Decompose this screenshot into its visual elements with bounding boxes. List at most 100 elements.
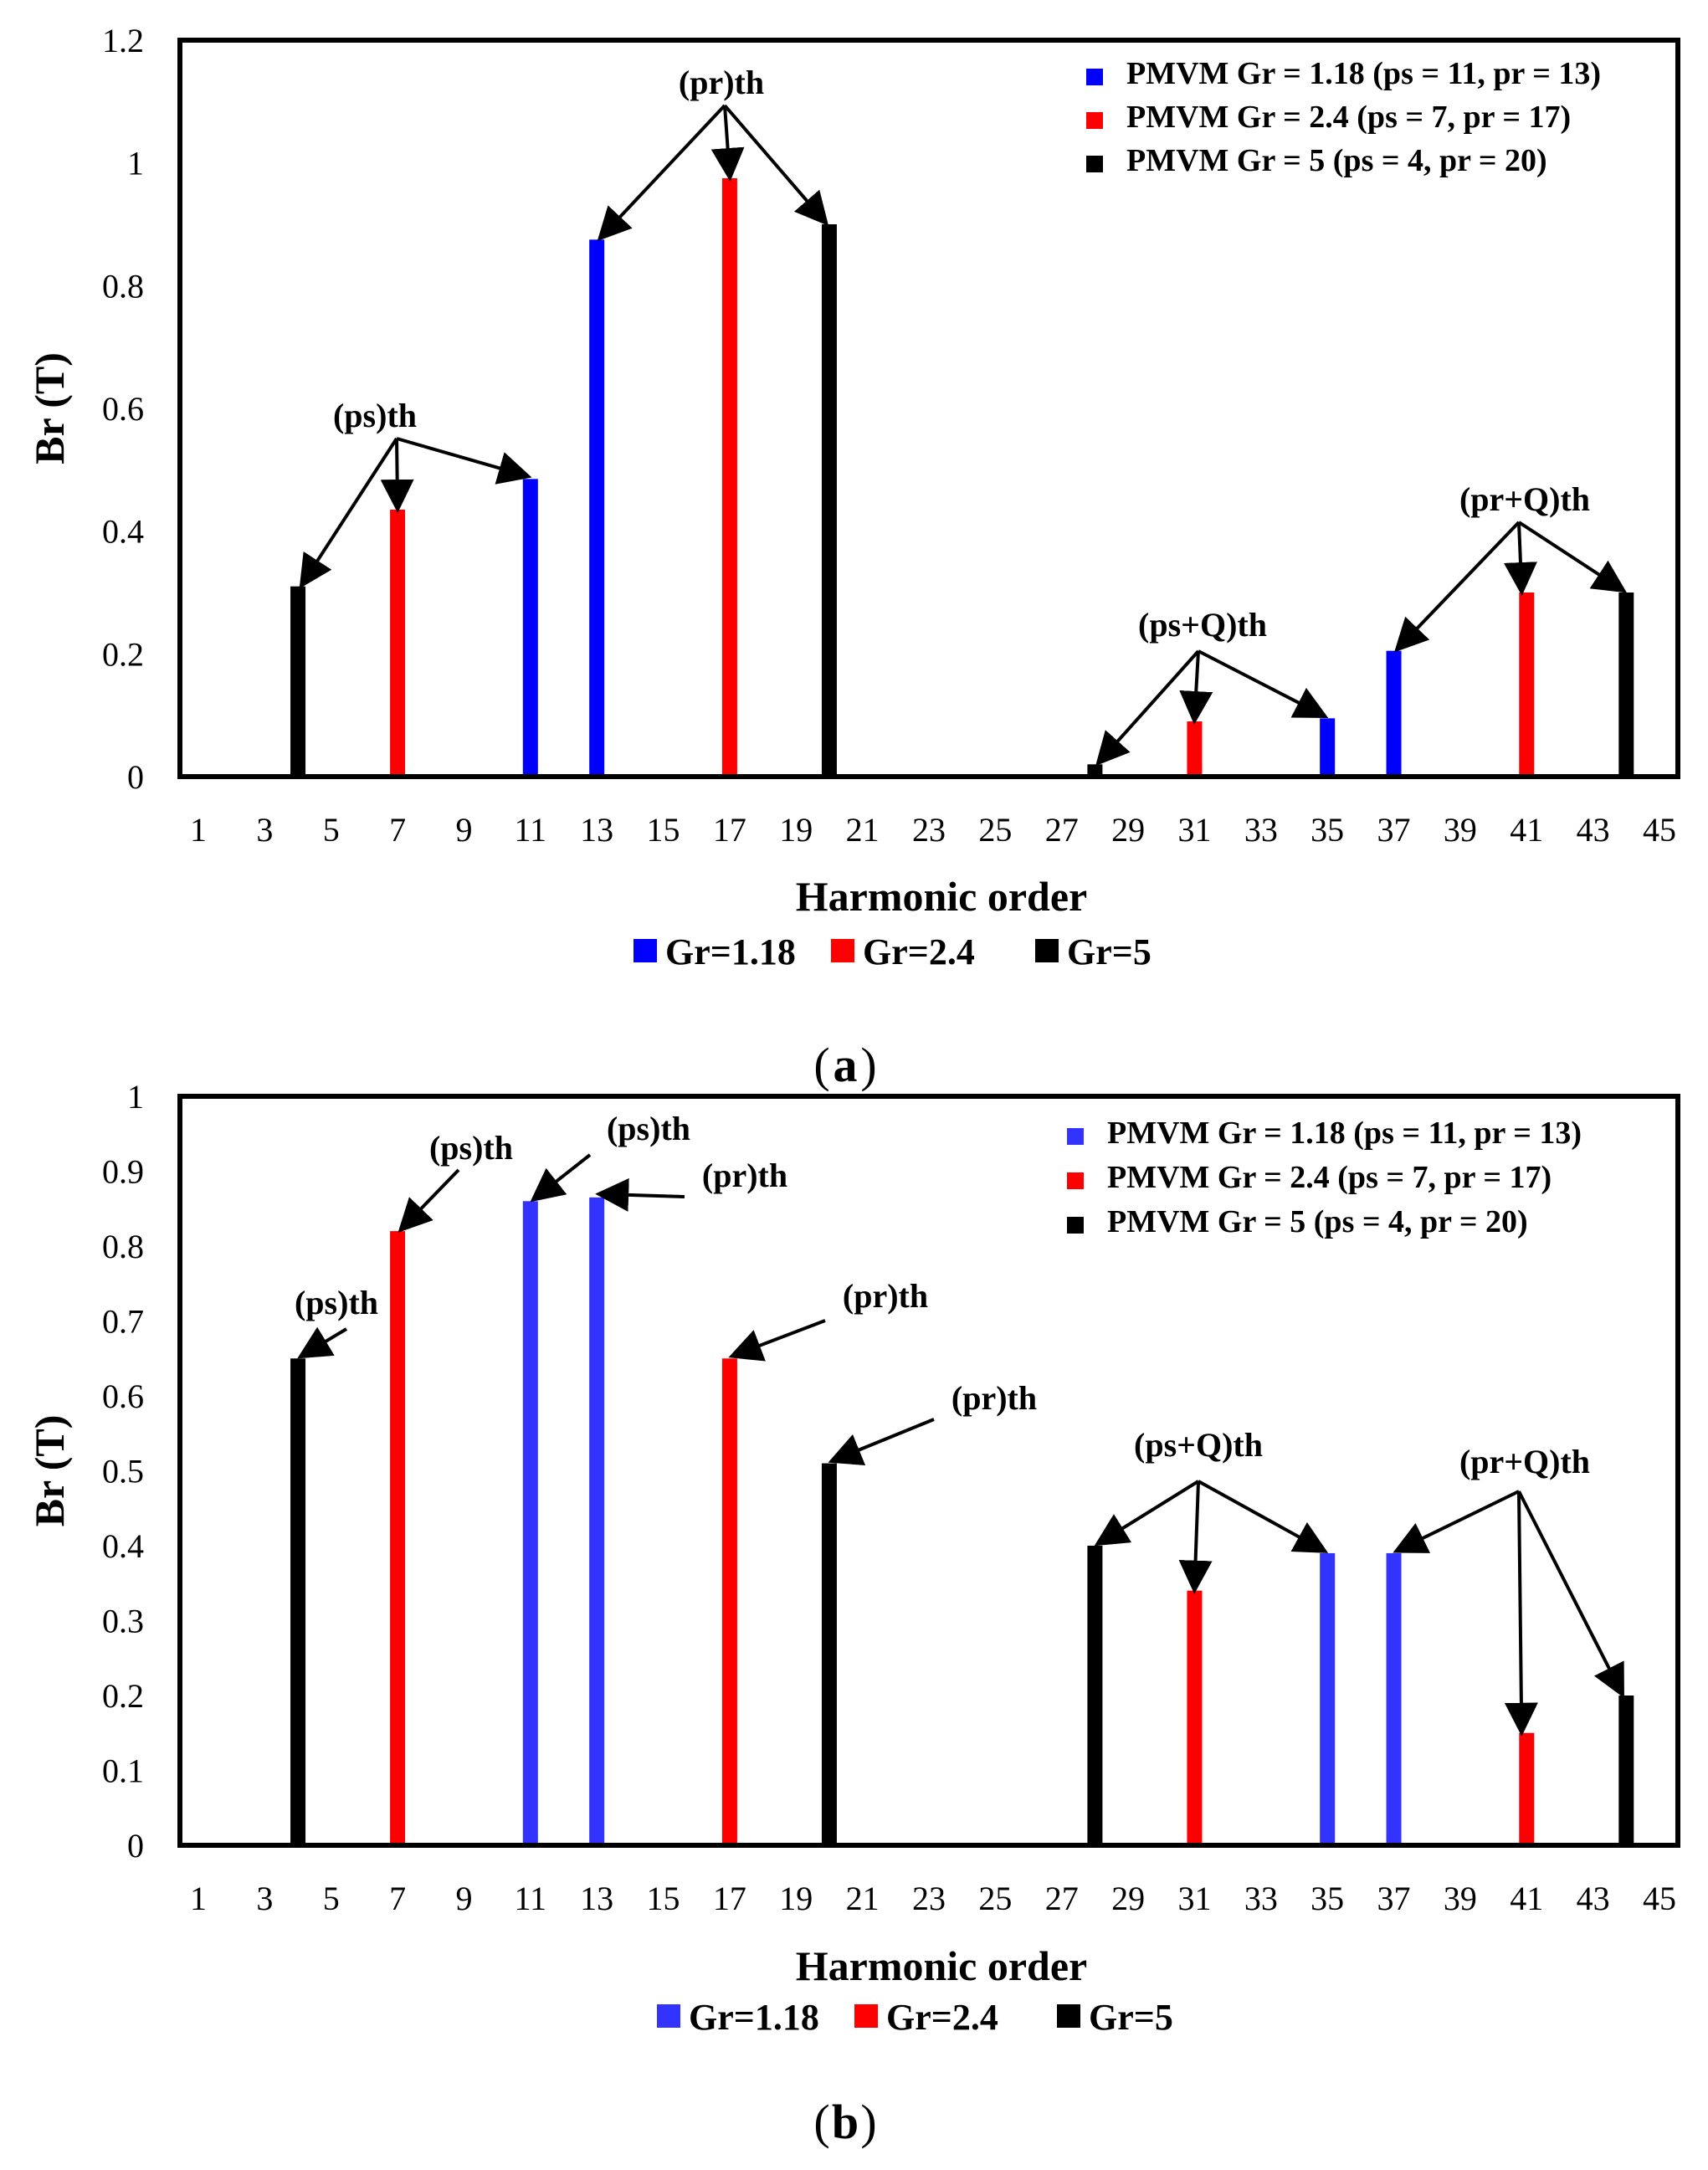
y-axis-label: Br (T) [26, 352, 73, 464]
legend-label: PMVM Gr = 2.4 (ps = 7, pr = 17) [1107, 1160, 1552, 1195]
legend-label: PMVM Gr = 1.18 (ps = 11, pr = 13) [1126, 56, 1601, 91]
x-tick-label: 43 [1577, 811, 1610, 849]
bar [290, 586, 306, 774]
caption-close-paren: ) [860, 2095, 876, 2149]
y-tick-label: 1 [127, 1078, 144, 1116]
annotation-arrow [597, 104, 726, 242]
y-tick-label: 0.4 [102, 513, 144, 551]
annotation-arrow [1517, 1490, 1624, 1699]
annotation-label: (ps)th [607, 1110, 690, 1147]
x-tick-label: 1 [190, 811, 207, 849]
bar [522, 1201, 538, 1843]
plot-frame [177, 1094, 1680, 1848]
legend-label: PMVM Gr = 5 (ps = 4, pr = 20) [1107, 1204, 1528, 1239]
legend-label: PMVM Gr = 5 (ps = 4, pr = 20) [1126, 143, 1547, 178]
legend-label: Gr=5 [1089, 1997, 1173, 2038]
x-tick-label: 19 [779, 1880, 813, 1917]
y-tick-label: 0.2 [102, 635, 144, 673]
annotation-label: (pr)th [679, 64, 764, 101]
bar [721, 178, 737, 774]
y-tick-label: 0.7 [102, 1303, 144, 1341]
legend-swatch [1057, 2004, 1080, 2028]
legend-label: Gr=2.4 [886, 1997, 998, 2038]
annotation-arrow [398, 1168, 460, 1233]
annotation-arrow [380, 438, 414, 513]
x-tick-label: 23 [912, 1880, 946, 1917]
bar [390, 510, 406, 774]
x-tick-label: 23 [912, 811, 946, 849]
y-tick-label: 0.6 [102, 390, 144, 428]
annotation-label: (pr)th [951, 1379, 1037, 1417]
bar [390, 1231, 406, 1843]
x-tick-label: 9 [455, 811, 472, 849]
annotation-arrow [1179, 650, 1213, 725]
legend-swatch [1067, 1128, 1084, 1145]
bar [821, 224, 837, 774]
x-tick-label: 5 [323, 1880, 340, 1917]
annotation-arrow [1198, 649, 1329, 718]
y-tick-label: 0.6 [102, 1377, 144, 1415]
bar [1187, 1590, 1203, 1843]
bar [1618, 1695, 1634, 1843]
bar [1519, 1732, 1535, 1843]
bar [1618, 593, 1634, 774]
annotation-label: (ps)th [333, 397, 417, 434]
y-tick-label: 0.8 [102, 267, 144, 305]
legend-swatch [633, 939, 657, 962]
x-tick-label: 15 [647, 1880, 680, 1917]
annotation-arrow [299, 437, 398, 589]
bar [1386, 1552, 1402, 1843]
x-tick-label: 19 [779, 811, 813, 849]
x-tick-label: 17 [713, 1880, 746, 1917]
x-tick-label: 37 [1377, 1880, 1411, 1917]
x-tick-label: 7 [389, 1880, 406, 1917]
bar [589, 1197, 605, 1843]
annotation-arrow [728, 1319, 826, 1362]
legend-label: Gr=2.4 [863, 931, 975, 972]
annotation-arrow [710, 105, 745, 182]
annotation-label: (ps)th [295, 1284, 378, 1321]
annotation-arrow [828, 1418, 935, 1465]
legend-swatch [1067, 1172, 1084, 1189]
bar [821, 1463, 837, 1843]
x-tick-label: 1 [190, 1880, 207, 1917]
x-tick-label: 17 [713, 811, 746, 849]
x-tick-label: 41 [1510, 811, 1543, 849]
bar [1087, 764, 1103, 774]
x-tick-label: 33 [1244, 1880, 1278, 1917]
bar [522, 479, 538, 774]
y-tick-label: 1 [127, 145, 144, 182]
x-tick-label: 5 [323, 811, 340, 849]
bar [1386, 650, 1402, 774]
bar [1187, 721, 1203, 774]
y-tick-label: 1.2 [102, 22, 144, 59]
annotation-arrow [723, 104, 829, 227]
caption-letter: a [833, 1038, 858, 1092]
bar [1087, 1546, 1103, 1843]
annotation-arrow [595, 1177, 685, 1212]
x-tick-label: 27 [1045, 1880, 1079, 1917]
annotation-arrow [530, 1153, 592, 1203]
x-tick-label: 31 [1177, 811, 1211, 849]
x-tick-label: 27 [1045, 811, 1079, 849]
x-tick-label: 35 [1310, 1880, 1344, 1917]
legend-swatch [1086, 69, 1103, 85]
annotation-arrow [1094, 1480, 1200, 1547]
x-tick-label: 39 [1444, 811, 1477, 849]
annotation-arrow [1394, 521, 1521, 653]
bar [721, 1358, 737, 1843]
y-tick-label: 0.1 [102, 1752, 144, 1790]
x-tick-label: 3 [256, 1880, 273, 1917]
x-tick-label: 35 [1310, 811, 1344, 849]
annotation-arrow [1517, 521, 1628, 593]
x-tick-label: 25 [978, 811, 1012, 849]
legend-label: PMVM Gr = 1.18 (ps = 11, pr = 13) [1107, 1116, 1582, 1151]
chart-a: 00.20.40.60.811.21 3 5 7 9 11 13 15 17 19 21 23 25 27… [26, 22, 1680, 1092]
x-tick-label: 25 [978, 1880, 1012, 1917]
y-tick-label: 0.9 [102, 1153, 144, 1191]
chart-b: 00.10.20.30.40.50.60.70.80.911 3 5 7 9 11 13 15… [26, 1078, 1680, 2149]
bar [290, 1358, 306, 1843]
y-tick-label: 0.5 [102, 1453, 144, 1490]
annotation-label: (pr)th [843, 1277, 928, 1315]
